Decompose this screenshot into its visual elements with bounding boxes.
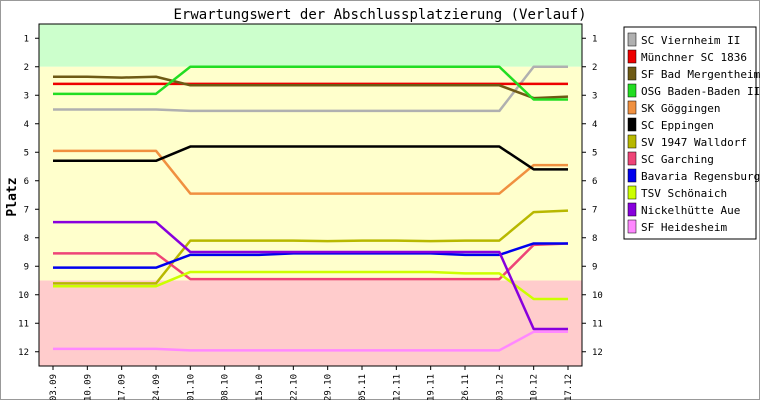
y-axis-label: Platz (5, 177, 20, 216)
plot-border (38, 23, 583, 367)
legend-swatch (627, 168, 637, 183)
legend-swatch (627, 134, 637, 149)
legend-swatch (627, 117, 637, 132)
zone-band (39, 24, 582, 67)
y-tick-label: 11 (592, 319, 603, 329)
legend-entry: SF Bad Mergentheim (641, 68, 760, 81)
series-line (53, 145, 568, 171)
series-line (53, 220, 568, 331)
y-tick-label: 9 (592, 262, 597, 272)
y-tick-label: 12 (18, 348, 29, 358)
x-tick-label: 03.09 (49, 374, 59, 400)
series-line (53, 65, 568, 101)
x-tick-label: 01.10 (186, 374, 196, 400)
series-line (53, 65, 568, 113)
legend-entry: SC Eppingen (641, 119, 714, 132)
y-tick-label: 3 (592, 91, 597, 101)
x-tick-label: 12.11 (392, 374, 402, 400)
legend-swatch (627, 32, 637, 47)
y-tick-label: 1 (592, 34, 597, 44)
legend-swatch (627, 100, 637, 115)
y-tick-label: 4 (24, 120, 29, 130)
x-tick-label: 24.09 (152, 374, 162, 400)
series-line (53, 75, 569, 100)
legend-entry: SF Heidesheim (641, 221, 727, 234)
y-tick-label: 8 (24, 234, 29, 244)
x-tick-label: 10.09 (83, 374, 93, 400)
y-tick-label: 3 (24, 91, 29, 101)
x-tick-label: 10.12 (530, 374, 540, 400)
series-line (53, 270, 568, 301)
x-tick-label: 08.10 (221, 374, 231, 400)
legend-entry: TSV Schönaich (641, 187, 727, 200)
x-tick-label: 17.12 (564, 374, 574, 400)
legend-swatch (627, 151, 637, 166)
y-tick-label: 10 (18, 291, 29, 301)
x-tick-label: 15.10 (255, 374, 265, 400)
chart-title: Erwartungswert der Abschlussplatzierung … (173, 7, 586, 23)
series-line (53, 330, 568, 352)
legend-entry: Bavaria Regensburg (641, 170, 760, 183)
legend-entry: Münchner SC 1836 (641, 51, 747, 64)
x-tick-label: 05.11 (358, 374, 368, 400)
legend: SC Viernheim II Münchner SC 1836 SF Bad Me… (623, 26, 760, 240)
y-tick-label: 2 (592, 63, 597, 73)
x-tick-label: 19.11 (427, 374, 437, 400)
legend-entry: SC Viernheim II (641, 34, 740, 47)
legend-swatch (627, 66, 637, 81)
y-tick-label: 10 (592, 291, 603, 301)
zone-backgrounds (39, 24, 582, 366)
legend-entry: OSG Baden-Baden II (641, 85, 760, 98)
x-tick-label: 03.12 (495, 374, 505, 400)
x-ticks: 03.09 10.09 17.09 24.09 01.10 08.10 15.10 22.10… (49, 366, 574, 400)
x-tick-label: 26.11 (461, 374, 471, 400)
x-tick-label: 17.09 (118, 374, 128, 400)
y-tick-label: 7 (592, 205, 597, 215)
legend-swatch (627, 49, 637, 64)
y-tick-label: 4 (592, 120, 597, 130)
legend-entry: SK Göggingen (641, 102, 720, 115)
x-tick-label: 29.10 (324, 374, 334, 400)
y-tick-label: 7 (24, 205, 29, 215)
y-tick-label: 11 (18, 319, 29, 329)
y-tick-label: 5 (24, 148, 29, 158)
legend-entry: Nickelhütte Aue (641, 204, 740, 217)
y-tick-label: 5 (592, 148, 597, 158)
legend-swatch (627, 185, 637, 200)
y-tick-label: 6 (592, 177, 597, 187)
legend-swatch (627, 202, 637, 217)
x-tick-label: 22.10 (289, 374, 299, 400)
y-tick-label: 12 (592, 348, 603, 358)
legend-box (623, 26, 757, 240)
y-tick-label: 6 (24, 177, 29, 187)
series-line (53, 242, 568, 269)
legend-swatch (627, 83, 637, 98)
legend-entry: SC Garching (641, 153, 714, 166)
legend-swatch (627, 219, 637, 234)
zone-band (39, 280, 582, 366)
y-tick-label: 1 (24, 34, 29, 44)
zone-band (39, 66, 582, 281)
series-line (53, 209, 569, 285)
series-line (53, 149, 568, 195)
series-lines (53, 65, 569, 352)
legend-entry: SV 1947 Walldorf (641, 136, 747, 149)
y-tick-label: 2 (24, 63, 29, 73)
y-tick-label: 8 (592, 234, 597, 244)
y-tick-label: 9 (24, 262, 29, 272)
series-line (53, 242, 569, 281)
